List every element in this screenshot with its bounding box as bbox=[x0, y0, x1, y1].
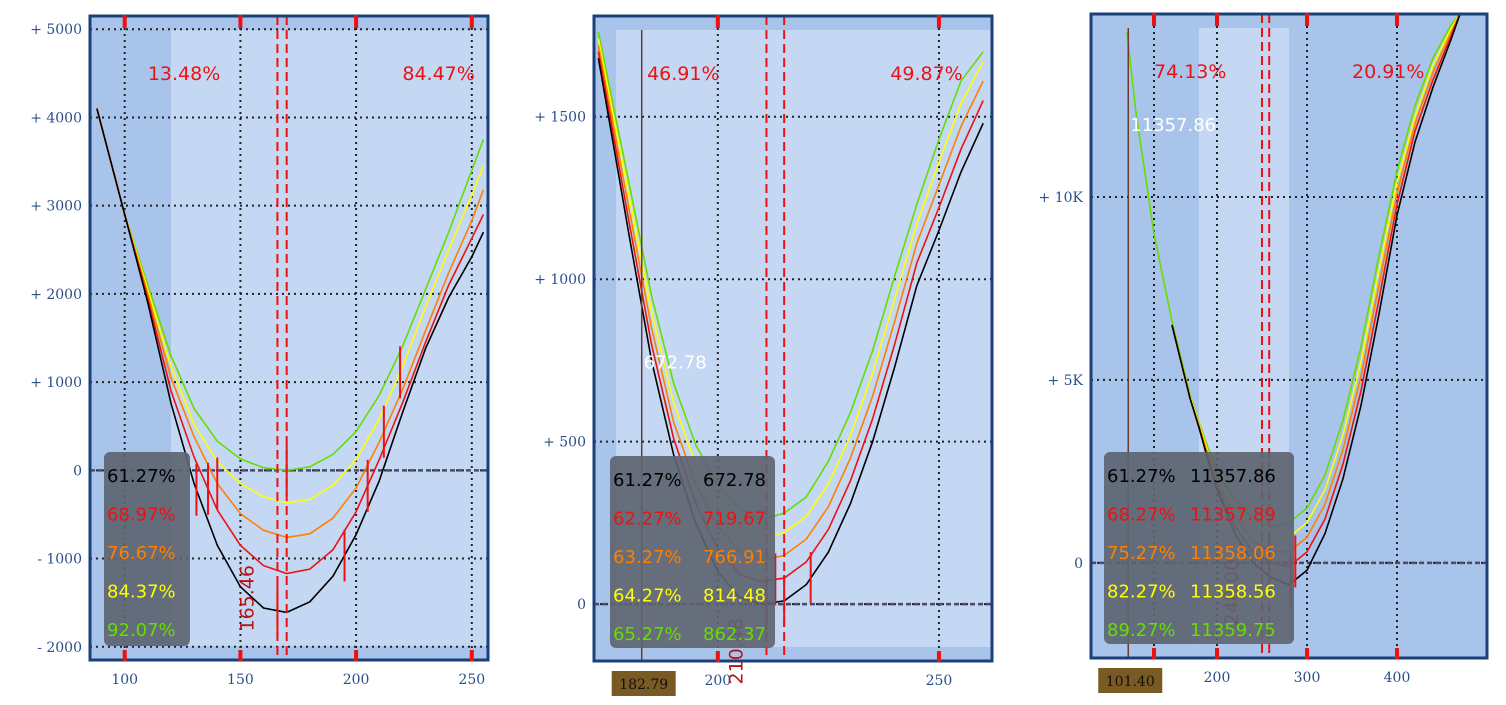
x-tick-label: 400 bbox=[1384, 670, 1411, 686]
y-tick-label: 0 bbox=[73, 463, 82, 479]
legend-value: 719.67 bbox=[703, 509, 766, 530]
region-percent-1: 13.48% bbox=[148, 63, 220, 85]
series-line-5 bbox=[96, 108, 485, 472]
series-line-3 bbox=[597, 45, 984, 562]
region-percent-2: 84.47% bbox=[402, 63, 474, 85]
chart-panel-3: 11357.8674.13%20.91%248.0061.27%11357.86… bbox=[1039, 12, 1489, 693]
legend-percent: 76.67% bbox=[107, 543, 176, 564]
cursor-value-label: 672.78 bbox=[644, 353, 707, 374]
x-tick-label: 200 bbox=[704, 673, 731, 689]
legend-percent: 63.27% bbox=[613, 547, 682, 568]
legend-value: 766.91 bbox=[703, 547, 766, 568]
series-line-1 bbox=[96, 108, 485, 614]
y-tick-label: - 1000 bbox=[37, 552, 82, 568]
cursor-badge bbox=[611, 671, 676, 696]
y-tick-label: + 500 bbox=[543, 435, 586, 451]
legend-box bbox=[610, 456, 775, 648]
series-line-3 bbox=[96, 108, 485, 539]
legend-value: 11357.86 bbox=[1190, 466, 1276, 487]
legend-value: 814.48 bbox=[703, 586, 766, 607]
x-tick-label: 200 bbox=[343, 672, 370, 688]
y-tick-label: 0 bbox=[1074, 556, 1083, 572]
series-group bbox=[597, 32, 984, 605]
legend-percent: 92.07% bbox=[107, 620, 176, 641]
cursor-badge-label: 182.79 bbox=[619, 677, 668, 693]
legend-percent: 68.97% bbox=[107, 505, 176, 526]
series-line-2 bbox=[597, 51, 984, 583]
legend-value: 672.78 bbox=[703, 470, 766, 491]
series-group bbox=[96, 108, 485, 614]
x-tick-label: 250 bbox=[926, 673, 953, 689]
cursor-badge-label: 101.40 bbox=[1106, 674, 1155, 690]
y-tick-label: + 4000 bbox=[30, 110, 82, 126]
cursor-badge bbox=[1098, 668, 1163, 693]
plot-border bbox=[1089, 12, 1489, 660]
legend-percent: 75.27% bbox=[1107, 543, 1176, 564]
legend-value: 11358.56 bbox=[1190, 582, 1276, 603]
legend-box bbox=[104, 452, 190, 646]
vline-value-label: 165.46 bbox=[236, 565, 258, 631]
legend-value: 11359.75 bbox=[1190, 620, 1276, 641]
x-tick-label: 100 bbox=[111, 672, 138, 688]
y-tick-label: - 2000 bbox=[37, 640, 82, 656]
region-percent-1: 46.91% bbox=[647, 63, 719, 85]
legend-percent: 68.27% bbox=[1107, 505, 1176, 526]
y-tick-label: + 3000 bbox=[30, 199, 82, 215]
cursor-value-label: 11357.86 bbox=[1130, 115, 1216, 136]
legend-value: 862.37 bbox=[703, 624, 766, 645]
legend-percent: 62.27% bbox=[613, 509, 682, 530]
y-tick-label: + 1000 bbox=[534, 272, 586, 288]
y-tick-label: + 1500 bbox=[534, 110, 586, 126]
y-tick-label: + 5K bbox=[1047, 373, 1083, 389]
region-percent-2: 49.87% bbox=[890, 63, 962, 85]
plot-border bbox=[88, 14, 490, 662]
series-line-4 bbox=[597, 38, 984, 540]
region-percent-1: 74.13% bbox=[1154, 61, 1226, 83]
series-line-5 bbox=[597, 32, 984, 521]
legend-percent: 61.27% bbox=[613, 470, 682, 491]
y-tick-label: + 1000 bbox=[30, 375, 82, 391]
x-tick-label: 250 bbox=[458, 672, 485, 688]
legend-percent: 61.27% bbox=[1107, 466, 1176, 487]
highlight-band bbox=[170, 30, 488, 646]
series-line-1 bbox=[597, 58, 984, 605]
legend-percent: 84.37% bbox=[107, 582, 176, 603]
region-percent-2: 20.91% bbox=[1352, 61, 1424, 83]
y-tick-label: + 5000 bbox=[30, 22, 82, 38]
legend-percent: 89.27% bbox=[1107, 620, 1176, 641]
legend-value: 11358.06 bbox=[1190, 543, 1276, 564]
legend-percent: 64.27% bbox=[613, 586, 682, 607]
x-tick-label: 150 bbox=[227, 672, 254, 688]
series-line-4 bbox=[96, 108, 485, 504]
legend-percent: 65.27% bbox=[613, 624, 682, 645]
x-tick-label: 300 bbox=[1294, 670, 1321, 686]
legend-percent: 82.27% bbox=[1107, 582, 1176, 603]
y-tick-label: 0 bbox=[577, 597, 586, 613]
legend-value: 11357.89 bbox=[1190, 505, 1276, 526]
x-tick-label: 200 bbox=[1204, 670, 1231, 686]
y-tick-label: + 10K bbox=[1039, 190, 1084, 206]
series-line-2 bbox=[96, 108, 485, 575]
plot-border bbox=[592, 14, 994, 663]
chart-panel-1: 13.48% 84.47% 165.46 61.27% 68.97% 76.67% 84.3… bbox=[30, 14, 490, 688]
legend-box bbox=[1104, 452, 1294, 644]
y-tick-label: + 2000 bbox=[30, 287, 82, 303]
legend-percent: 61.27% bbox=[107, 466, 176, 487]
